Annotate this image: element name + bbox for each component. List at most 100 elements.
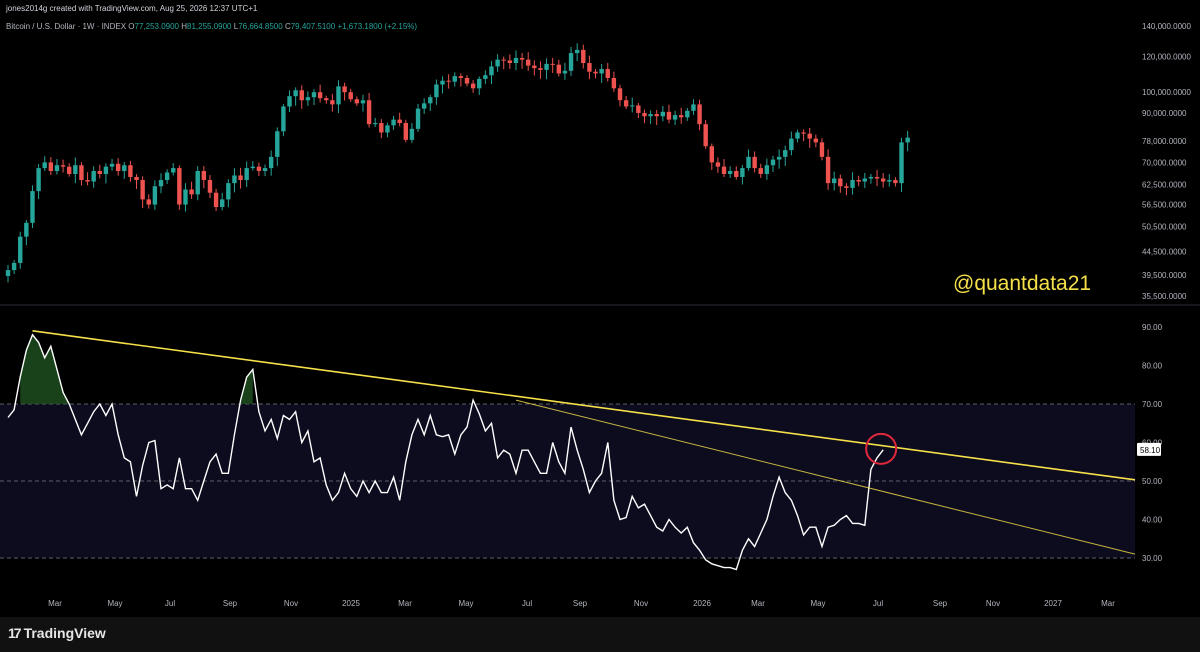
- candle-body: [348, 92, 353, 100]
- candle-body: [893, 180, 898, 184]
- candle-body: [446, 80, 451, 82]
- price-tick-label: 62,500.0000: [1142, 181, 1187, 190]
- price-axis[interactable]: 35,500.0000 39,500.0000 44,500.0000 50,500.…: [1142, 22, 1191, 301]
- symbol-name[interactable]: Bitcoin / U.S. Dollar · 1W · INDEX: [6, 22, 127, 31]
- candle-body: [189, 189, 194, 195]
- price-tick-label: 50,500.0000: [1142, 223, 1187, 232]
- candle-body: [177, 168, 182, 205]
- candle-body: [30, 191, 35, 223]
- rsi-trendline-secondary[interactable]: [515, 399, 1136, 555]
- candle-body: [458, 76, 464, 78]
- candle-body: [477, 78, 482, 89]
- candle-body: [311, 92, 317, 98]
- time-axis-label: Mar: [48, 599, 62, 608]
- time-axis-label: Nov: [284, 599, 298, 608]
- candle-body: [752, 156, 757, 169]
- candle-body: [201, 171, 207, 181]
- candle-body: [697, 104, 702, 125]
- candle-body: [581, 49, 586, 64]
- candle-body: [593, 71, 598, 74]
- tradingview-logo[interactable]: 17 TradingView: [8, 625, 106, 641]
- rsi-overbought-fill: [240, 369, 253, 404]
- watermark-handle: @quantdata21: [953, 272, 1092, 295]
- candle-body: [819, 142, 825, 157]
- time-axis[interactable]: Mar May Jul Sep Nov 2025 Mar May Jul Sep Nov 2026 Ma…: [48, 599, 1115, 608]
- candle-body: [746, 156, 751, 169]
- time-axis-label: May: [458, 599, 473, 608]
- time-axis-label: Jul: [873, 599, 883, 608]
- time-axis-label: Mar: [751, 599, 765, 608]
- candle-body: [899, 142, 904, 184]
- candle-body: [758, 168, 763, 174]
- time-axis-label: May: [107, 599, 122, 608]
- candle-body: [360, 100, 366, 104]
- candle-body: [685, 110, 690, 118]
- candle-body: [434, 84, 439, 98]
- candle-body: [213, 192, 219, 208]
- candle-body: [526, 59, 531, 66]
- candle-body: [146, 199, 151, 205]
- candle-body: [428, 97, 433, 104]
- candle-body: [342, 86, 347, 93]
- candle-body: [538, 68, 543, 70]
- candle-body: [403, 123, 408, 140]
- candle-body: [452, 76, 457, 82]
- open-label: O: [128, 22, 135, 31]
- candle-body: [489, 66, 494, 76]
- candle-body: [305, 97, 311, 101]
- high-value: 81,255.0900: [187, 22, 232, 31]
- candle-body: [262, 168, 268, 172]
- candle-body: [397, 119, 402, 124]
- candle-body: [483, 75, 488, 79]
- rsi-tick-label: 80.00: [1142, 362, 1163, 371]
- candle-body: [293, 90, 298, 97]
- footer-bar: [0, 617, 1200, 652]
- candle-body: [409, 128, 415, 140]
- rsi-tick-label: 40.00: [1142, 516, 1163, 525]
- candle-body: [226, 183, 231, 200]
- candle-body: [850, 180, 855, 188]
- rsi-trendline-main[interactable]: [32, 330, 1136, 481]
- rsi-line[interactable]: [7, 333, 884, 571]
- open-value: 77,253.0900: [134, 22, 180, 31]
- candle-body: [54, 165, 60, 172]
- candle-body: [776, 156, 782, 160]
- candle-body: [354, 99, 360, 104]
- candle-body: [544, 63, 549, 70]
- candle-body: [103, 166, 109, 174]
- candle-body: [587, 63, 592, 72]
- candle-body: [764, 165, 770, 174]
- candle-body: [691, 104, 696, 111]
- price-pane[interactable]: [5, 43, 910, 283]
- chart-credit: jones2014g created with TradingView.com,…: [6, 4, 258, 13]
- candle-body: [91, 171, 96, 182]
- candle-body: [887, 180, 892, 182]
- low-label: L: [233, 22, 239, 31]
- candle-body: [507, 60, 513, 64]
- candle-body: [501, 59, 506, 61]
- candle-body: [795, 132, 800, 139]
- candle-body: [18, 236, 23, 263]
- rsi-pane[interactable]: [0, 330, 1136, 571]
- candle-body: [128, 165, 133, 177]
- candle-body: [630, 105, 635, 107]
- candle-body: [171, 168, 176, 173]
- price-tick-label: 44,500.0000: [1142, 248, 1187, 257]
- candle-body: [385, 125, 390, 133]
- candle-body: [519, 57, 525, 60]
- candle-body: [789, 138, 794, 151]
- candle-body: [679, 115, 684, 118]
- time-axis-label: Mar: [398, 599, 412, 608]
- symbol-info: Bitcoin / U.S. Dollar · 1W · INDEX O77,2…: [6, 22, 417, 31]
- candle-body: [727, 171, 733, 174]
- low-value: 76,664.8500: [238, 22, 283, 31]
- time-axis-label: Nov: [986, 599, 1000, 608]
- chart-canvas[interactable]: 35,500.0000 39,500.0000 44,500.0000 50,500.…: [0, 0, 1200, 617]
- candle-body: [599, 69, 604, 74]
- candle-body: [856, 180, 861, 182]
- candle-body: [158, 180, 164, 187]
- close-value: 79,407.5100: [290, 22, 336, 31]
- candle-body: [109, 163, 115, 167]
- candle-body: [244, 168, 249, 181]
